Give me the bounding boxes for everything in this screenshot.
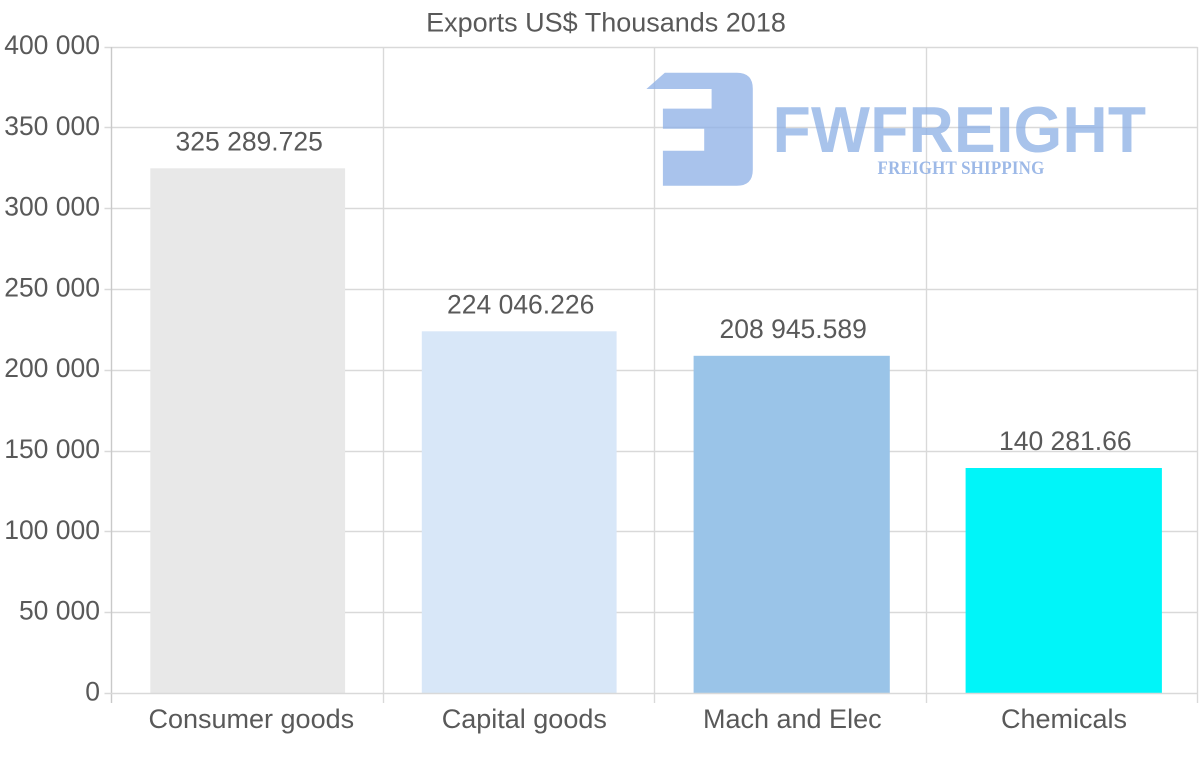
svg-text:100 000: 100 000 [4, 515, 100, 545]
svg-text:0: 0 [85, 676, 100, 706]
svg-text:Capital goods: Capital goods [442, 704, 607, 734]
svg-text:50 000: 50 000 [19, 596, 100, 626]
svg-text:224 046.226: 224 046.226 [447, 289, 594, 319]
svg-text:400 000: 400 000 [4, 30, 100, 60]
svg-text:Mach and Elec: Mach and Elec [703, 704, 882, 734]
svg-text:Chemicals: Chemicals [1001, 704, 1127, 734]
svg-text:FREIGHT SHIPPING: FREIGHT SHIPPING [878, 157, 1045, 178]
svg-text:Consumer goods: Consumer goods [148, 704, 354, 734]
svg-text:300 000: 300 000 [4, 192, 100, 222]
svg-text:Exports US$ Thousands 2018: Exports US$ Thousands 2018 [426, 7, 786, 37]
svg-text:FWFREIGHT: FWFREIGHT [773, 95, 1147, 166]
svg-text:350 000: 350 000 [4, 111, 100, 141]
svg-text:150 000: 150 000 [4, 434, 100, 464]
svg-text:140 281.66: 140 281.66 [999, 426, 1132, 456]
svg-text:200 000: 200 000 [4, 353, 100, 383]
svg-text:208 945.589: 208 945.589 [720, 314, 867, 344]
svg-text:325 289.725: 325 289.725 [176, 126, 323, 156]
svg-text:250 000: 250 000 [4, 272, 100, 302]
